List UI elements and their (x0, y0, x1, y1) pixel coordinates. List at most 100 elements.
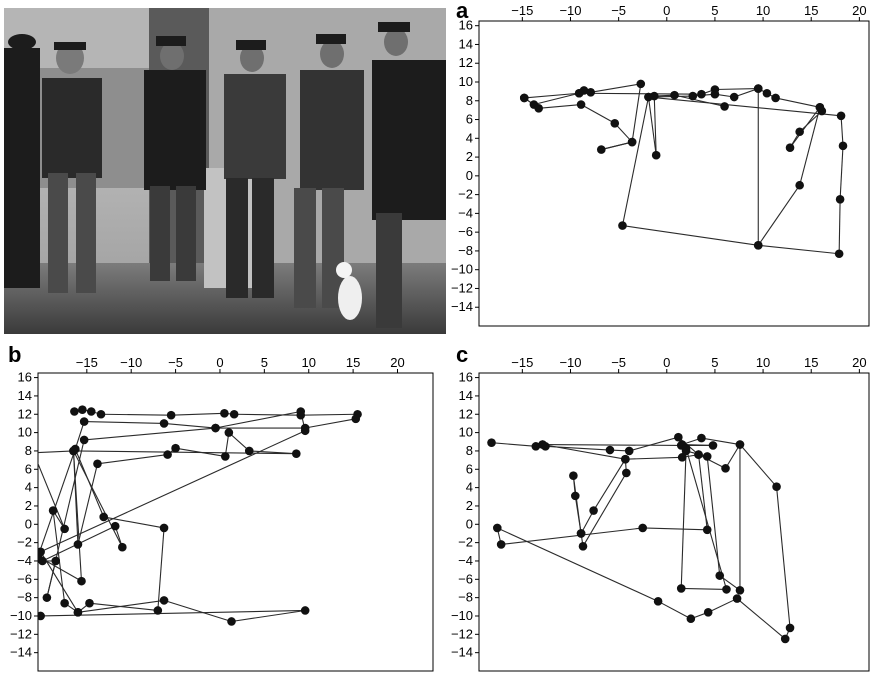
data-point (69, 446, 78, 456)
data-point (96, 409, 106, 419)
path-segment (77, 463, 99, 545)
data-point (702, 452, 712, 461)
data-point (38, 611, 45, 621)
y-tick-label: 8 (25, 443, 32, 458)
data-point (296, 407, 306, 416)
data-point (670, 90, 679, 100)
data-point (220, 452, 230, 461)
x-tick-label: −15 (511, 3, 533, 18)
data-point (710, 89, 720, 99)
y-tick-label: 12 (459, 55, 473, 70)
y-tick-label: 10 (459, 74, 473, 89)
y-tick-label: −2 (458, 187, 473, 202)
data-point (171, 443, 180, 453)
data-point (676, 584, 686, 593)
data-point (220, 409, 229, 418)
x-tick-label: 20 (852, 355, 866, 370)
panel-label-c: c (456, 342, 469, 367)
y-tick-label: −14 (451, 645, 473, 660)
x-tick-label: 10 (301, 355, 315, 370)
path-segment (84, 427, 216, 441)
path-segment (84, 421, 165, 424)
x-tick-label: 5 (711, 3, 718, 18)
data-point (569, 471, 578, 480)
y-tick-label: 10 (18, 425, 32, 440)
data-point (519, 93, 529, 103)
series-group (487, 432, 795, 644)
data-point (785, 143, 795, 152)
data-point (618, 221, 627, 230)
path-segment (46, 439, 85, 598)
data-point (677, 453, 687, 462)
x-tick-label: 15 (804, 355, 818, 370)
data-point (651, 150, 661, 160)
y-tick-label: −12 (10, 626, 32, 641)
data-point (838, 141, 848, 151)
data-point (815, 103, 825, 112)
path-segment (631, 83, 642, 143)
path-segment (215, 410, 301, 429)
y-tick-label: −8 (458, 590, 473, 605)
y-tick-label: −4 (458, 205, 473, 220)
data-point (674, 432, 683, 442)
y-tick-label: 2 (466, 149, 473, 164)
path-segment (97, 454, 168, 465)
data-point (79, 435, 89, 445)
y-tick-label: −6 (458, 571, 473, 586)
data-point (99, 512, 108, 522)
path-segment (171, 412, 225, 416)
y-tick-label: 4 (466, 480, 473, 495)
path-segment (73, 450, 297, 455)
y-tick-label: 2 (466, 498, 473, 513)
data-point (574, 88, 584, 98)
y-tick-label: −12 (451, 280, 473, 295)
y-tick-label: 8 (466, 443, 473, 458)
data-point (42, 593, 52, 602)
path-segment (758, 244, 840, 255)
data-point (636, 79, 646, 89)
data-point (166, 410, 176, 420)
path-segment (701, 437, 741, 446)
path-segment (840, 115, 844, 146)
data-point (85, 598, 94, 608)
x-tick-label: 15 (346, 355, 360, 370)
path-segment (524, 92, 580, 99)
data-point (118, 542, 127, 552)
data-point (708, 441, 718, 450)
data-point (702, 525, 712, 535)
data-point (720, 102, 729, 111)
plot-frame (37, 372, 434, 672)
x-tick-label: −5 (168, 355, 183, 370)
data-point (795, 180, 804, 190)
y-tick-label: −8 (17, 590, 32, 605)
data-point (753, 84, 763, 93)
chart-a: −15 −10 −5 0 5 10 15 201614121086420−2−4−6−8−10… (451, 3, 870, 327)
data-point (771, 93, 780, 103)
photo-fishermen (4, 8, 446, 334)
path-segment (647, 96, 657, 156)
chart-b: −15 −10 −5 0 5 10 15 201614121086420−2−4−6−8−10… (10, 355, 434, 672)
x-tick-label: 10 (756, 3, 770, 18)
x-tick-label: −5 (611, 3, 626, 18)
path-segment (163, 422, 216, 429)
path-segment (38, 448, 76, 557)
x-tick-label: 0 (663, 3, 670, 18)
data-point (300, 426, 310, 436)
y-tick-label: 14 (459, 388, 473, 403)
data-point (578, 541, 588, 551)
data-point (681, 443, 691, 453)
y-tick-label: 14 (459, 36, 473, 51)
path-segment (231, 609, 306, 623)
path-segment (580, 510, 595, 534)
data-point (586, 88, 596, 97)
y-tick-label: −10 (451, 608, 473, 623)
path-segment (542, 443, 682, 446)
path-segment (593, 458, 626, 511)
data-point (715, 571, 725, 580)
data-point (110, 521, 120, 531)
data-point (159, 596, 169, 605)
data-point (570, 491, 580, 501)
path-segment (629, 436, 679, 452)
y-tick-label: 6 (466, 461, 473, 476)
x-tick-label: −5 (611, 355, 626, 370)
